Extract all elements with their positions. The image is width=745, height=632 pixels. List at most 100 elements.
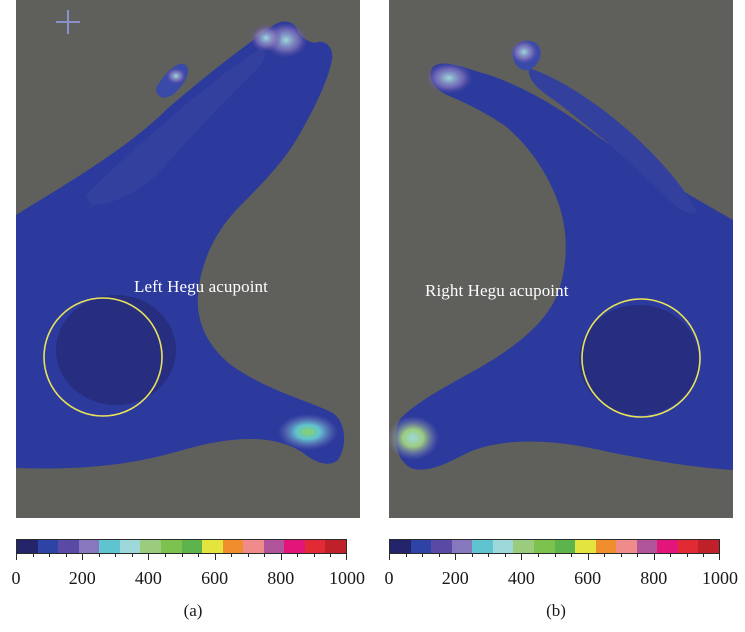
- colorbar-tick: [148, 554, 150, 560]
- colorbar-tick: [280, 554, 282, 560]
- colorbar-tick: [653, 554, 655, 560]
- colorbar-tick-label: 0: [11, 568, 21, 588]
- colorbar-tick: [471, 554, 473, 557]
- colorbar-swatch: [431, 540, 452, 553]
- colorbar-tick: [620, 554, 622, 557]
- colorbar-tick: [488, 554, 490, 557]
- panel-caption: (b): [546, 601, 566, 620]
- colorbar-swatch: [304, 540, 326, 553]
- colorbar-swatch: [492, 540, 514, 553]
- colorbar-tick: [389, 554, 390, 560]
- colorbar-swatch: [533, 540, 555, 553]
- colorbar: [389, 539, 720, 554]
- colorbar-tick: [297, 554, 299, 557]
- panel-right-hand: Right Hegu acupoint 0 200 400 600 800 1000 (b…: [385, 0, 745, 632]
- colorbar-swatch: [140, 540, 161, 553]
- colorbar-tick: [32, 554, 34, 557]
- colorbar-tick-label: 1000: [702, 568, 738, 588]
- colorbar-tick-labels: 0 200 400 600 800 1000: [12, 568, 366, 590]
- colorbar-swatch: [513, 540, 534, 553]
- colorbar-swatch: [677, 540, 699, 553]
- colorbar-tick: [231, 554, 233, 557]
- right-index-finger: [528, 68, 697, 214]
- colorbar-tick: [247, 554, 249, 557]
- colorbar-swatch: [390, 540, 411, 553]
- colorbar-swatch: [58, 540, 79, 553]
- colorbar-tick-labels: 0 200 400 600 800 1000: [385, 568, 739, 590]
- colorbar-tick: [82, 554, 84, 560]
- colorbar-tick-label: 200: [68, 568, 96, 588]
- colorbar-tick-label: 0: [384, 568, 394, 588]
- colorbar-tick: [438, 554, 440, 557]
- left-hand-perfusion-map: [16, 10, 345, 469]
- colorbar-tick: [346, 554, 347, 560]
- colorbar-tick: [131, 554, 133, 557]
- colorbar-swatch: [160, 540, 182, 553]
- colorbar-ticks: [16, 554, 347, 560]
- colorbar-swatch: [575, 540, 596, 553]
- colorbar-tick: [537, 554, 539, 557]
- colorbar-tick: [198, 554, 200, 557]
- colorbar-tick: [554, 554, 556, 557]
- colorbar: [16, 539, 347, 554]
- colorbar-swatch: [616, 540, 637, 553]
- colorbar-swatch: [263, 540, 285, 553]
- colorbar-swatch: [222, 540, 244, 553]
- colorbar-swatch: [119, 540, 141, 553]
- colorbar-swatch: [698, 540, 719, 553]
- right-hand-perfusion-map: [389, 40, 733, 471]
- colorbar-tick: [98, 554, 100, 557]
- colorbar-swatch: [595, 540, 617, 553]
- colorbar-swatch: [202, 540, 223, 553]
- hegu-acupoint-circle: [43, 297, 163, 417]
- colorbar-tick: [719, 554, 720, 560]
- colorbar-tick: [214, 554, 216, 560]
- colorbar-tick: [181, 554, 183, 557]
- colorbar-swatch: [17, 540, 38, 553]
- colorbar-tick-label: 800: [267, 568, 295, 588]
- colorbar-tick: [686, 554, 688, 557]
- colorbar-swatch: [243, 540, 264, 553]
- colorbar-tick: [65, 554, 67, 557]
- colorbar-tick: [313, 554, 315, 557]
- colorbar-tick: [521, 554, 523, 560]
- colorbar-swatch: [472, 540, 493, 553]
- thermal-image-right: Right Hegu acupoint: [389, 0, 733, 518]
- colorbar-swatch: [451, 540, 473, 553]
- colorbar-swatch: [99, 540, 120, 553]
- colorbar-tick: [587, 554, 589, 560]
- colorbar-tick: [405, 554, 407, 557]
- acupoint-label: Right Hegu acupoint: [425, 281, 569, 300]
- colorbar-swatch: [636, 540, 658, 553]
- colorbar-swatch: [284, 540, 305, 553]
- panel-left-hand: Left Hegu acupoint 0 200 400 600 800 1000 (a): [12, 0, 374, 632]
- colorbar-tick: [604, 554, 606, 557]
- colorbar-swatch: [325, 540, 346, 553]
- colorbar-swatch: [37, 540, 59, 553]
- colorbar-swatch: [410, 540, 432, 553]
- acupoint-label: Left Hegu acupoint: [134, 277, 268, 296]
- colorbar-tick: [455, 554, 457, 560]
- colorbar-tick: [164, 554, 166, 557]
- crosshair-icon: [56, 10, 80, 34]
- hegu-acupoint-circle: [581, 298, 701, 418]
- colorbar-tick-label: 200: [441, 568, 469, 588]
- colorbar-tick: [703, 554, 705, 557]
- colorbar-tick: [49, 554, 51, 557]
- thermal-image-left: Left Hegu acupoint: [16, 0, 360, 518]
- panel-caption: (a): [183, 601, 203, 620]
- colorbar-tick-label: 1000: [329, 568, 365, 588]
- colorbar-ticks: [389, 554, 720, 560]
- colorbar-tick: [571, 554, 573, 557]
- colorbar-swatch: [181, 540, 203, 553]
- colorbar-tick-label: 600: [574, 568, 602, 588]
- colorbar-tick: [670, 554, 672, 557]
- colorbar-tick: [330, 554, 332, 557]
- colorbar-swatch: [78, 540, 100, 553]
- colorbar-tick-label: 400: [134, 568, 162, 588]
- colorbar-tick: [504, 554, 506, 557]
- colorbar-tick: [264, 554, 266, 557]
- colorbar-swatch: [657, 540, 678, 553]
- colorbar-tick: [16, 554, 17, 560]
- colorbar-tick-label: 800: [640, 568, 668, 588]
